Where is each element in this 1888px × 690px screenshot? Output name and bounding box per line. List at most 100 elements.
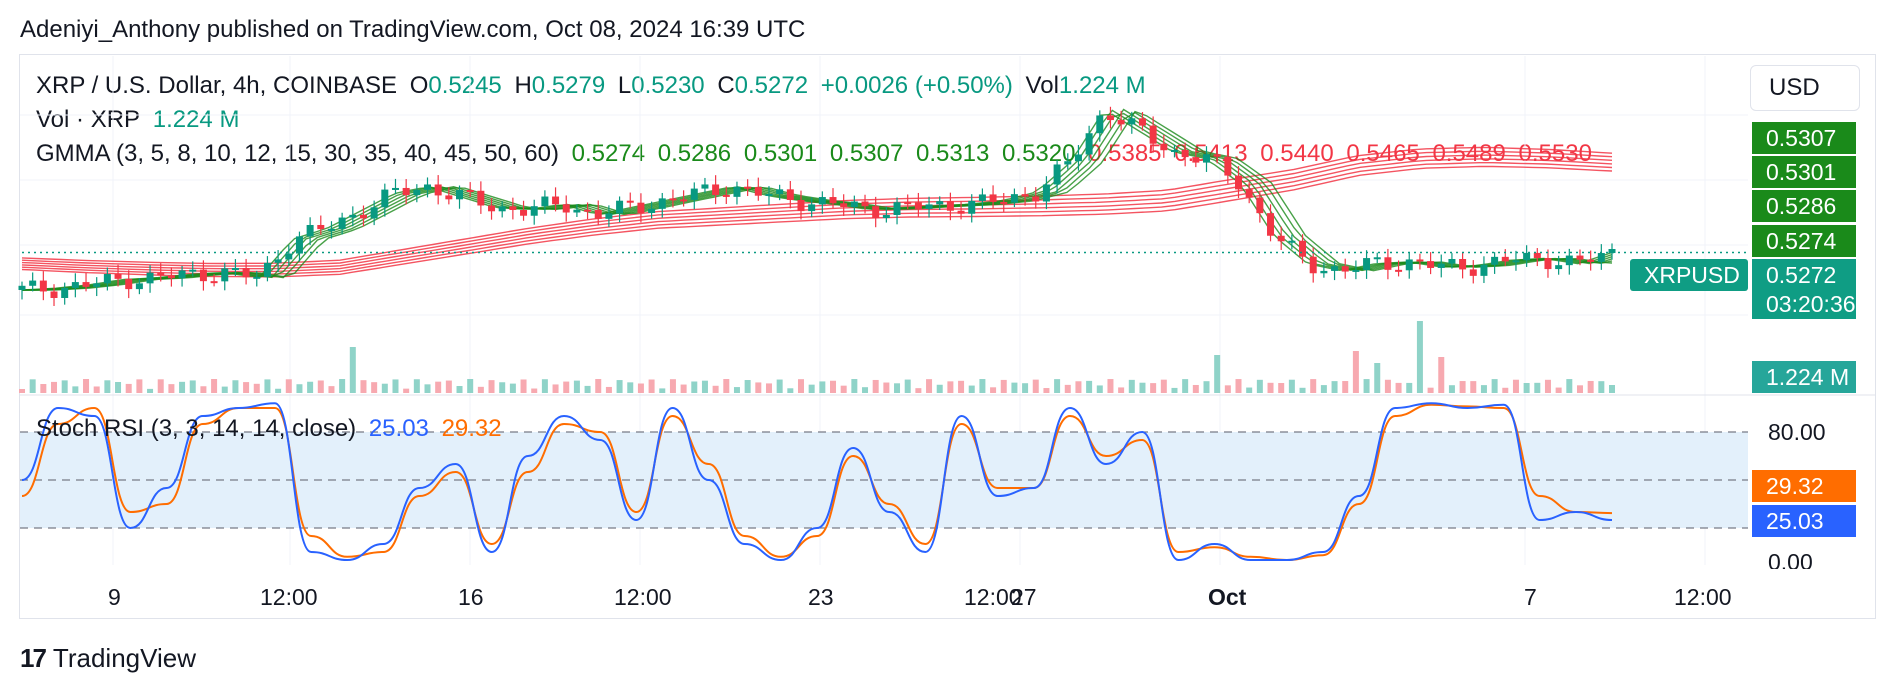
volume-bar [755,382,762,393]
candle-body [1544,258,1552,270]
volume-bar [1054,379,1061,393]
candle-body [157,272,165,276]
volume-bar [830,380,837,393]
volume-bar [712,385,719,393]
volume-bar [840,385,847,393]
candle-body [146,272,154,284]
volume-bar [669,379,676,393]
volume-bar [93,386,100,393]
gmma-short-value: 0.5274 [571,140,646,167]
candle-body [445,195,453,200]
time-axis-label: 12:00 [1674,584,1732,610]
volume-bar [1267,382,1274,393]
volume-bar [445,380,452,393]
candle-body [584,209,592,212]
candle-body [1181,149,1189,158]
candle-body [189,269,197,272]
volume-bar [765,383,772,393]
volume-bar [872,379,879,393]
candle-body [1363,258,1371,270]
volume-bar [1246,387,1253,393]
candle-body [882,214,890,219]
stoch-axis-label: 80.00 [1768,419,1826,445]
volume-legend[interactable]: Vol · XRP 1.224 M [36,106,245,134]
candle-body [936,201,944,205]
candle-body [850,201,858,207]
countdown-tag: 03:20:36 [1752,289,1856,319]
candle-body [1416,259,1424,262]
candle-body [18,285,26,290]
volume-bar [328,386,335,393]
volume-bar [1022,383,1029,393]
candle-body [1331,266,1339,271]
candle-body [722,194,730,197]
currency-button[interactable]: USD [1750,65,1860,111]
candle-body [818,197,826,205]
candle-body [253,276,261,279]
volume-bar [424,384,431,393]
volume-bar [1480,385,1487,393]
candle-body [1277,235,1285,242]
candle-body [413,189,421,196]
volume-bar [531,388,538,393]
candle-body [1384,257,1392,270]
candle-body [1235,175,1243,190]
candle-body [1202,154,1210,163]
high-label: H [514,72,532,99]
volume-bar [616,380,623,393]
high-value: 0.5279 [531,72,606,99]
volume-bar [243,382,250,393]
candle-body [658,198,666,209]
candle-body [1000,201,1008,204]
volume-bar [520,379,527,393]
volume-bar [339,379,346,393]
volume-bar [691,381,698,393]
brand-name: TradingView [52,643,196,673]
volume-bar [584,385,591,393]
candle-body [626,200,634,203]
volume-bar [72,386,79,393]
candle-body [210,281,218,284]
volume-bar [1363,379,1370,393]
candle-body [1501,256,1509,262]
candle-body [391,187,399,190]
candle-body [1597,253,1605,262]
symbol-title[interactable]: XRP / U.S. Dollar, 4h, COINBASE [36,72,398,99]
volume-bar [744,380,751,393]
volume-bar [915,388,922,393]
candle-body [1523,252,1531,261]
gmma-short-value: 0.5313 [915,140,990,167]
candle-body [530,206,538,216]
volume-bar [1075,381,1082,393]
candle-body [1533,252,1541,259]
volume-bar [733,387,740,393]
candle-body [61,287,69,298]
chart-frame [19,54,1876,619]
volume-bar [787,388,794,393]
volume-bar [1086,380,1093,393]
volume-bar [808,384,815,393]
candle-body [274,259,282,263]
candle-body [370,207,378,219]
volume-bar [1032,379,1039,393]
volume-bar [904,379,911,393]
candle-body [989,194,997,202]
candle-body [1608,249,1616,254]
time-axis-label: 12:00 [964,584,1022,610]
candle-body [135,283,143,290]
candle-body [680,199,688,202]
volume-bar [1192,384,1199,393]
volume-bar [573,380,580,393]
candle-body [1459,259,1467,270]
candle-body [477,190,485,206]
stoch-legend[interactable]: Stoch RSI (3, 3, 14, 14, close) 25.03 29… [36,415,508,443]
stoch-legend-label: Stoch RSI (3, 3, 14, 14, close) [36,415,357,442]
tradingview-brand[interactable]: 17 TradingView [20,643,196,674]
candle-body [1587,259,1595,262]
volume-bar [136,379,143,393]
candle-body [1170,149,1178,152]
candle-body [925,204,933,209]
volume-bar [1256,379,1263,393]
volume-bar [349,347,356,393]
